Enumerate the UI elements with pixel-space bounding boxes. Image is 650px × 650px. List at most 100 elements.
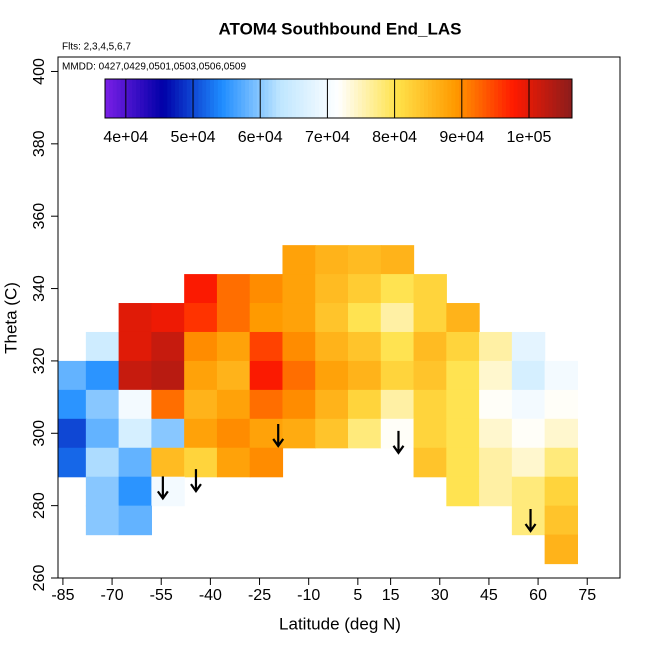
colorbar-step (412, 79, 417, 118)
colorbar-step (245, 79, 250, 118)
heat-cell (282, 303, 316, 333)
colorbar-tick-label: 1e+05 (507, 129, 552, 146)
heat-cell (479, 360, 513, 391)
heat-cell (446, 331, 480, 362)
heat-cell (348, 389, 382, 420)
colorbar-tick-label: 7e+04 (305, 129, 350, 146)
colorbar-tick-label: 4e+04 (103, 129, 148, 146)
heat-cell (315, 418, 349, 449)
colorbar-step (517, 79, 522, 118)
heat-cell (249, 331, 284, 362)
colorbar-step (241, 79, 246, 118)
colorbar-step (346, 79, 351, 118)
colorbar-step (505, 79, 511, 118)
heat-field (58, 245, 578, 565)
colorbar-step (568, 79, 573, 118)
colorbar-step (357, 79, 363, 118)
colorbar-step (128, 79, 133, 118)
heat-cell (85, 331, 120, 362)
colorbar-step (155, 79, 160, 118)
colorbar-step (252, 79, 258, 118)
colorbar-step (268, 79, 273, 118)
x-tick-label: 60 (529, 587, 547, 604)
heat-cell (446, 389, 480, 420)
chart-title: ATOM4 Southbound End_LAS (218, 19, 461, 38)
heat-cell (544, 505, 578, 536)
colorbar-step (350, 79, 355, 118)
x-tick-label: -55 (150, 587, 173, 604)
y-tick-label: 360 (31, 203, 48, 230)
colorbar-step (311, 79, 316, 118)
heat-cell (85, 505, 120, 536)
heat-cell (413, 303, 447, 333)
y-tick-label: 380 (31, 130, 48, 157)
x-tick-label: -25 (248, 587, 271, 604)
arrow (156, 476, 169, 501)
heat-cell (544, 447, 578, 478)
colorbar-step (229, 79, 234, 118)
heat-cell (479, 476, 513, 507)
colorbar-step (202, 79, 207, 118)
colorbar-step (213, 79, 219, 118)
colorbar-step (299, 79, 304, 118)
heat-cell (249, 274, 284, 304)
colorbar-step (163, 79, 168, 118)
heat-cell (446, 418, 480, 449)
heat-cell (282, 331, 316, 362)
colorbar-step (276, 79, 281, 118)
x-axis-label: Latitude (deg N) (279, 614, 401, 633)
colorbar-step (342, 79, 347, 118)
colorbar-step (389, 79, 394, 118)
x-tick-label: 75 (578, 587, 596, 604)
colorbar-step (408, 79, 413, 118)
heat-cell (348, 303, 382, 333)
colorbar-tick-label: 6e+04 (238, 129, 283, 146)
colorbar-step (330, 79, 336, 118)
heat-cell (446, 476, 480, 507)
heat-cell (544, 534, 578, 565)
colorbar-step (116, 79, 122, 118)
heat-cell (380, 274, 415, 304)
colorbar-step (447, 79, 452, 118)
heat-cell (216, 389, 251, 420)
colorbar-step (377, 79, 382, 118)
heat-cell (544, 418, 578, 449)
arrow (190, 469, 202, 494)
x-tick-label: -40 (199, 587, 222, 604)
colorbar-step (420, 79, 425, 118)
heat-cell (184, 418, 218, 449)
heat-cell (118, 505, 152, 536)
colorbar-step (525, 79, 530, 118)
plot-frame (57, 56, 621, 579)
heat-cell (413, 274, 447, 304)
heat-cell (118, 331, 152, 362)
heat-cell (85, 476, 120, 507)
colorbar-step (210, 79, 215, 118)
heat-cell (380, 245, 415, 275)
colorbar-step (533, 79, 538, 118)
colorbar-step (287, 79, 293, 118)
colorbar-step (291, 79, 297, 118)
colorbar-step (307, 79, 312, 118)
arrow (524, 508, 537, 533)
heat-cell (184, 447, 218, 478)
colorbar-step (463, 79, 468, 118)
heat-cell (151, 331, 185, 362)
heat-cell (151, 476, 185, 507)
heat-cell (380, 303, 415, 333)
colorbar-step (369, 79, 375, 118)
colorbar-step (237, 79, 242, 118)
colorbar-step (365, 79, 371, 118)
heat-cell (216, 360, 251, 391)
colorbar-step (404, 79, 410, 118)
colorbar-step (319, 79, 324, 118)
colorbar-step (540, 79, 546, 118)
heat-cell (348, 418, 382, 449)
heat-cell (511, 447, 546, 478)
heat-cell (184, 274, 218, 304)
y-tick-label: 260 (31, 565, 48, 592)
heat-cell (413, 360, 447, 391)
colorbar-step (455, 79, 460, 118)
x-tick-label: 30 (431, 587, 449, 604)
